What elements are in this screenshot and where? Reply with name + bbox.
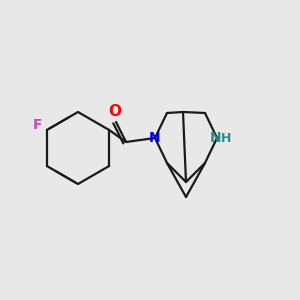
Text: N: N <box>149 131 161 145</box>
Text: N: N <box>210 131 222 145</box>
Text: H: H <box>221 131 231 145</box>
Text: F: F <box>33 118 43 132</box>
Text: O: O <box>109 103 122 118</box>
